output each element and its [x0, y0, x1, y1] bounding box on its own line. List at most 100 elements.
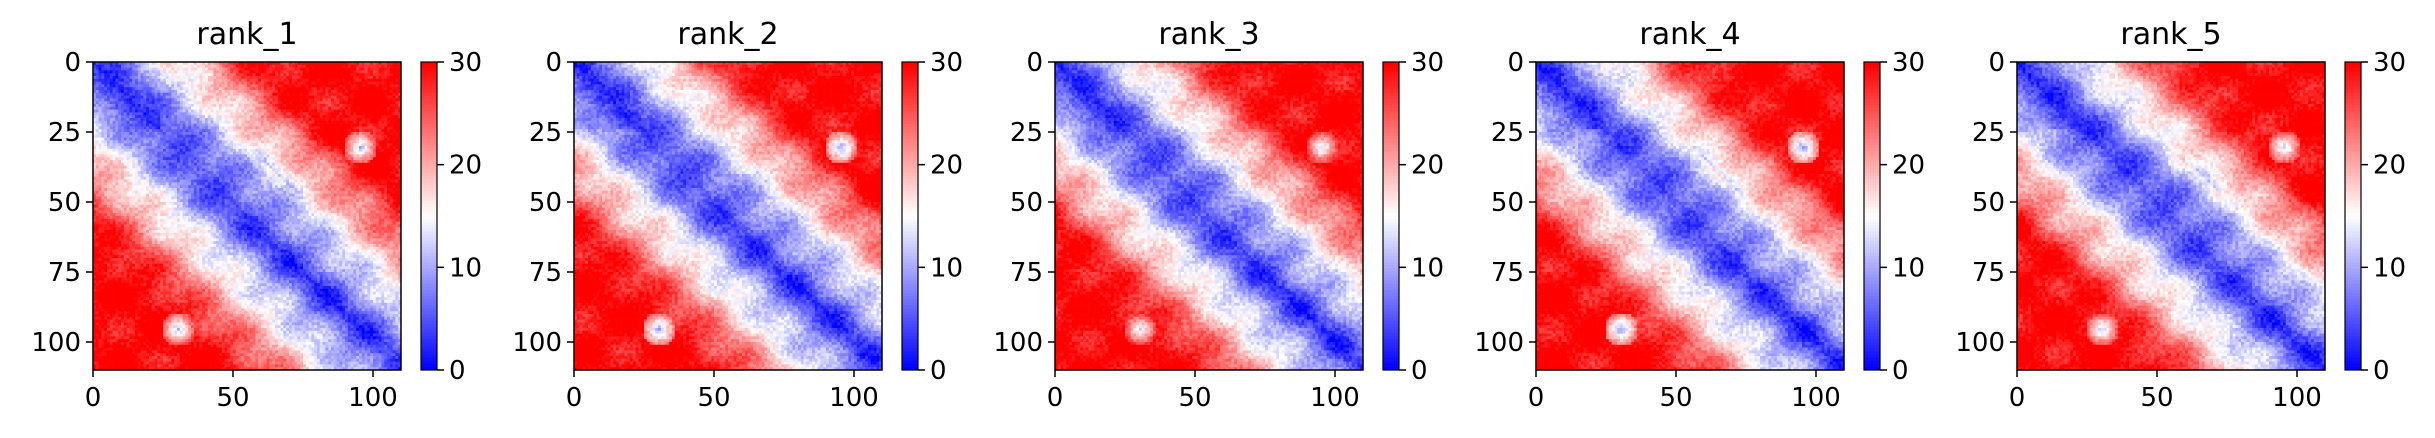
heatmap-cell [104, 90, 107, 93]
heatmap-cell [127, 93, 130, 96]
heatmap-cell [233, 90, 236, 93]
heatmap-cell [342, 93, 345, 96]
heatmap-cell [219, 104, 222, 107]
heatmap-cell [379, 65, 382, 68]
heatmap-cell [292, 90, 295, 93]
heatmap-cell [191, 70, 194, 73]
heatmap-cell [300, 82, 303, 85]
heatmap-cell [353, 76, 356, 79]
heatmap-cell [320, 65, 323, 68]
heatmap-cell [283, 96, 286, 99]
heatmap-cell [351, 98, 354, 101]
heatmap-cell [345, 98, 348, 101]
heatmap-cell [157, 104, 160, 107]
heatmap-cell [222, 79, 225, 82]
heatmap-cell [381, 93, 384, 96]
heatmap-cell [213, 73, 216, 76]
heatmap-cell [166, 90, 169, 93]
heatmap-cell [202, 104, 205, 107]
heatmap-cell [247, 87, 250, 90]
heatmap-cell [353, 84, 356, 87]
heatmap-cell [247, 101, 250, 104]
heatmap-cell [376, 73, 379, 76]
heatmap-cell [157, 101, 160, 104]
heatmap-cell [331, 76, 334, 79]
heatmap-cell [236, 84, 239, 87]
heatmap-cell [295, 84, 298, 87]
heatmap-cell [331, 101, 334, 104]
heatmap-cell [236, 93, 239, 96]
heatmap-cell [306, 73, 309, 76]
heatmap-cell [132, 110, 135, 113]
heatmap-cell [381, 87, 384, 90]
heatmap-cell [121, 73, 124, 76]
heatmap-cell [199, 90, 202, 93]
heatmap-cell [171, 110, 174, 113]
heatmap-cell [146, 79, 149, 82]
heatmap-cell [146, 73, 149, 76]
heatmap-cell [177, 110, 180, 113]
heatmap-cell [255, 70, 258, 73]
heatmap-cell [239, 90, 242, 93]
heatmap-cell [286, 96, 289, 99]
heatmap-cell [323, 65, 326, 68]
heatmap-cell [297, 73, 300, 76]
heatmap-cell [177, 93, 180, 96]
heatmap-cell [351, 93, 354, 96]
heatmap-cell [370, 76, 373, 79]
heatmap-cell [205, 96, 208, 99]
heatmap-cell [258, 101, 261, 104]
heatmap-cell [185, 90, 188, 93]
heatmap-cell [393, 70, 396, 73]
heatmap-cell [275, 107, 278, 110]
heatmap-cell [275, 101, 278, 104]
heatmap-cell [132, 68, 135, 71]
heatmap-cell [387, 84, 390, 87]
heatmap-cell [183, 76, 186, 79]
heatmap-cell [225, 70, 228, 73]
heatmap-cell [379, 76, 382, 79]
heatmap-cell [395, 68, 398, 71]
heatmap-cell [157, 98, 160, 101]
heatmap-cell [289, 104, 292, 107]
heatmap-cell [160, 107, 163, 110]
heatmap-cell [255, 76, 258, 79]
heatmap-cell [261, 84, 264, 87]
heatmap-cell [373, 79, 376, 82]
heatmap-cell [115, 98, 118, 101]
heatmap-cell [138, 65, 141, 68]
heatmap-cell [393, 98, 396, 101]
heatmap-cell [211, 104, 214, 107]
heatmap-cell [135, 104, 138, 107]
heatmap-cell [96, 84, 99, 87]
heatmap-cell [188, 87, 191, 90]
heatmap-cell [365, 82, 368, 85]
heatmap-cell [101, 70, 104, 73]
heatmap-cell [185, 101, 188, 104]
heatmap-cell [250, 104, 253, 107]
heatmap-cell [174, 65, 177, 68]
heatmap-cell [236, 76, 239, 79]
heatmap-cell [118, 68, 121, 71]
heatmap-cell [264, 93, 267, 96]
heatmap-cell [376, 68, 379, 71]
heatmap-cell [138, 82, 141, 85]
heatmap-cell [219, 79, 222, 82]
heatmap-cell [395, 101, 398, 104]
heatmap-cell [124, 107, 127, 110]
heatmap-cell [339, 70, 342, 73]
heatmap-cell [387, 79, 390, 82]
heatmap-cell [390, 104, 393, 107]
heatmap-cell [283, 107, 286, 110]
heatmap-cell [127, 104, 130, 107]
heatmap-cell [356, 104, 359, 107]
heatmap-cell [309, 87, 312, 90]
heatmap-cell [101, 76, 104, 79]
heatmap-cell [353, 73, 356, 76]
heatmap-cell [191, 90, 194, 93]
heatmap-cell [359, 68, 362, 71]
heatmap-cell [180, 82, 183, 85]
heatmap-cell [348, 82, 351, 85]
heatmap-cell [166, 110, 169, 113]
heatmap-cell [121, 65, 124, 68]
